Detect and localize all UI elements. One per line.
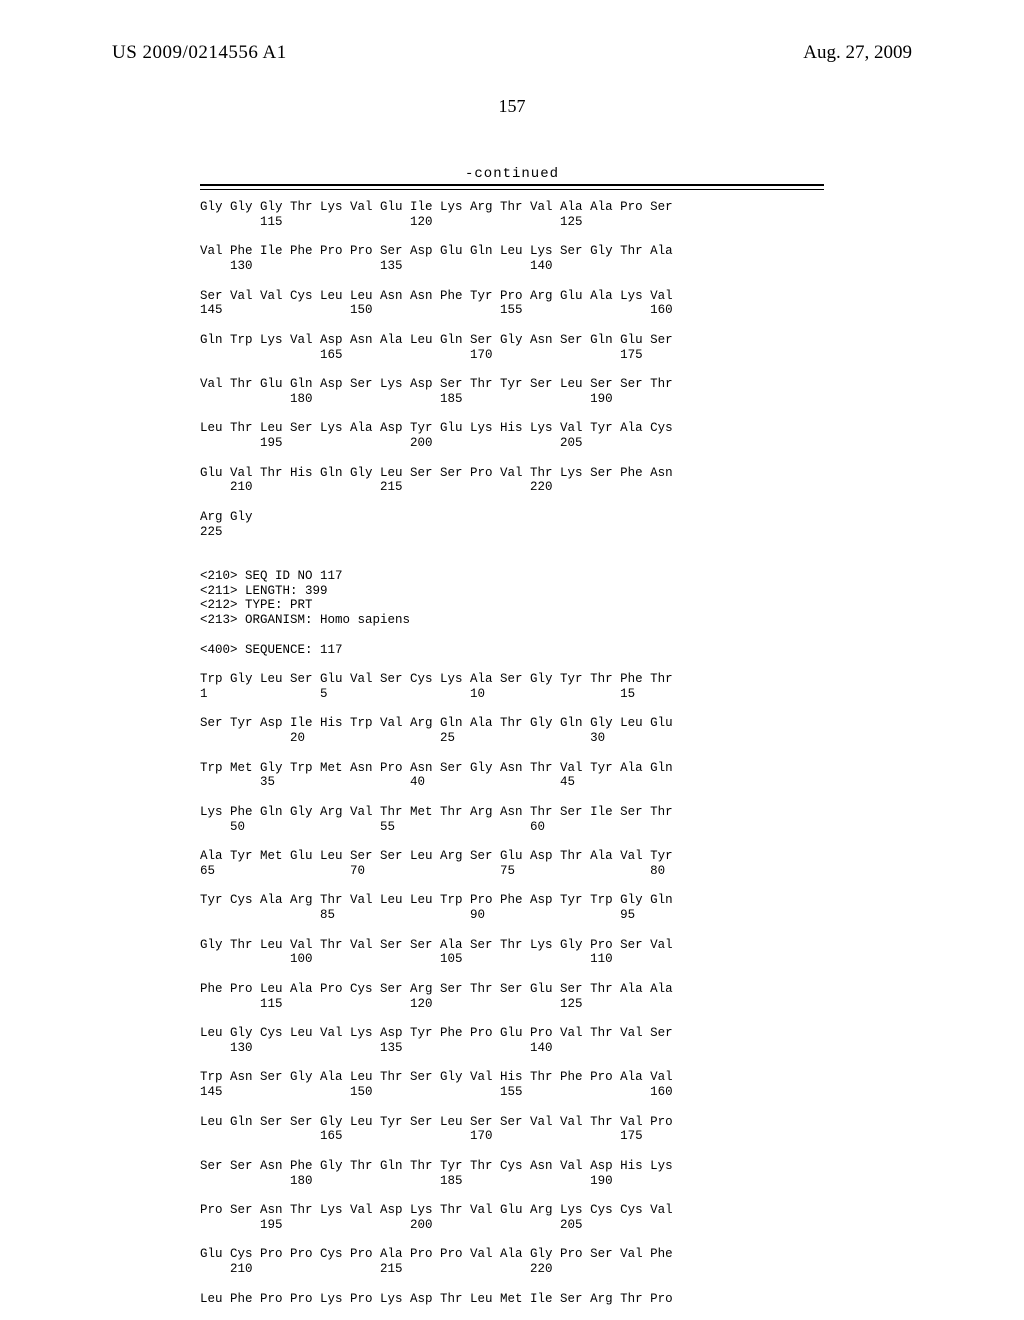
publication-number: US 2009/0214556 A1: [112, 42, 287, 64]
sequence-listing-block: -continued Gly Gly Gly Thr Lys Val Glu I…: [200, 166, 824, 1306]
page-root: US 2009/0214556 A1 Aug. 27, 2009 157 -co…: [0, 0, 1024, 1320]
publication-date: Aug. 27, 2009: [803, 42, 912, 64]
page-number: 157: [0, 96, 1024, 117]
continued-label: -continued: [200, 166, 824, 182]
horizontal-rule: [200, 184, 824, 190]
sequence-text: Gly Gly Gly Thr Lys Val Glu Ile Lys Arg …: [200, 200, 824, 1306]
